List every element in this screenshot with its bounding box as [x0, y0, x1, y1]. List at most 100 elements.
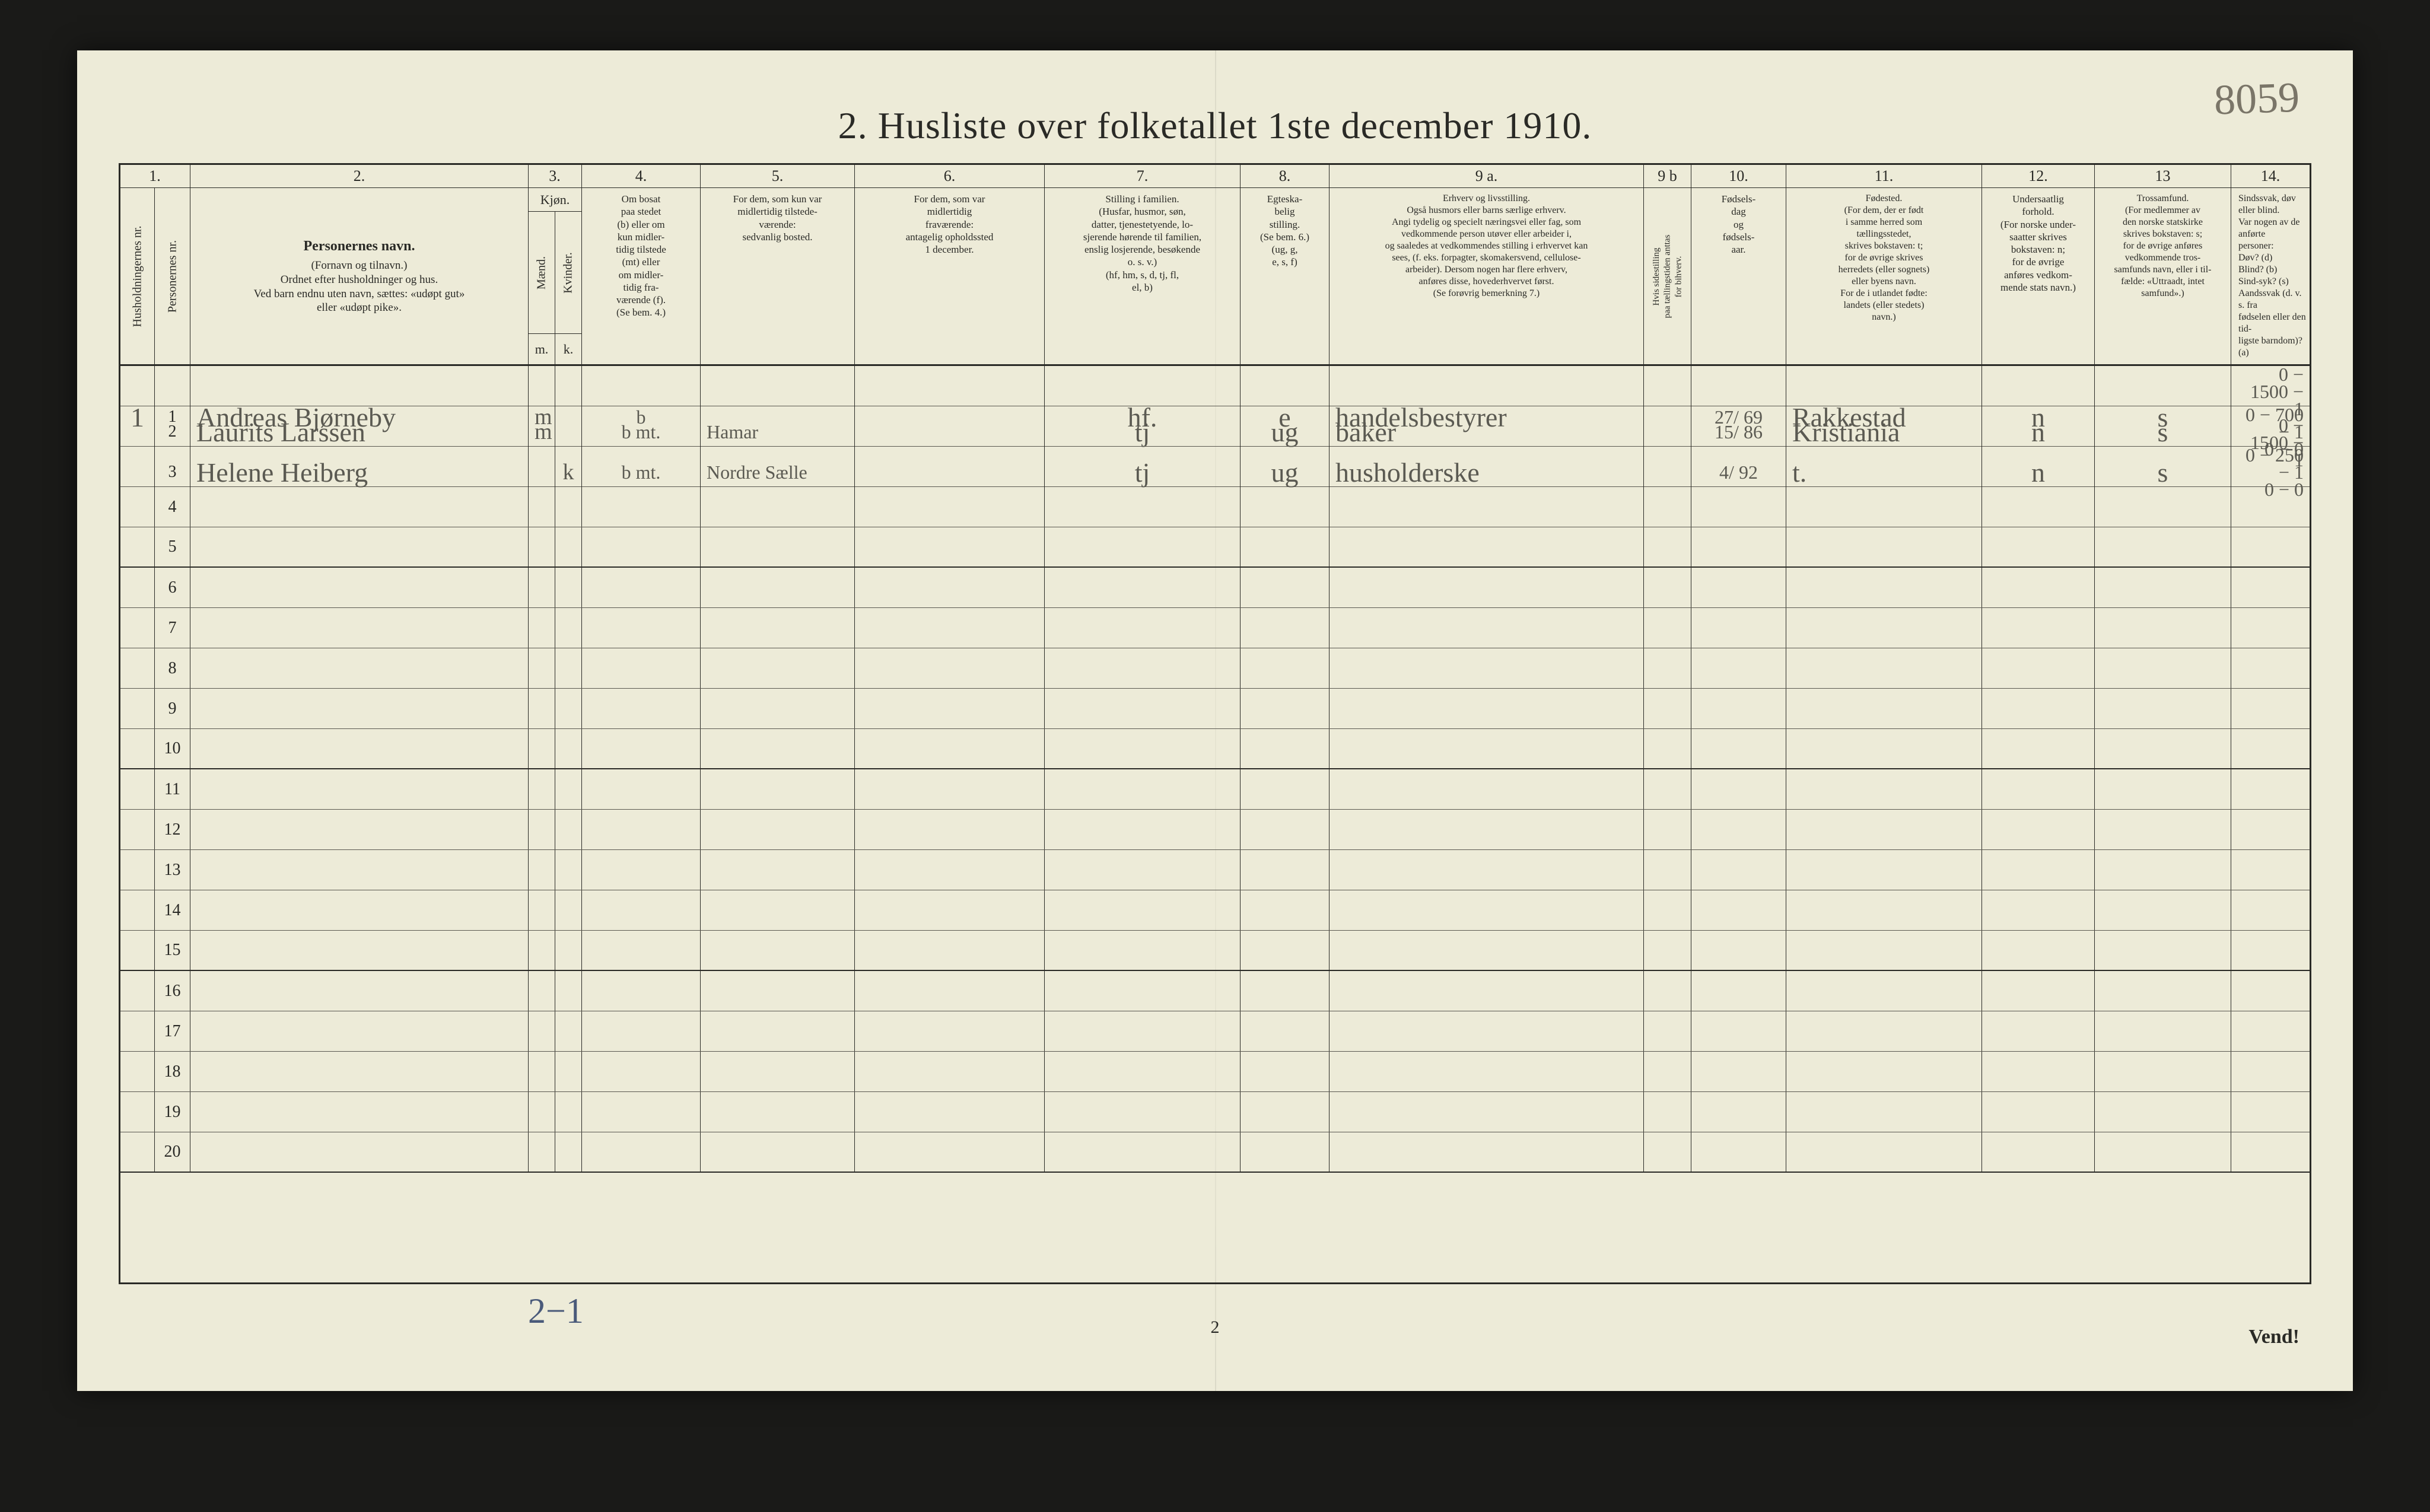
c8 — [1240, 1132, 1329, 1172]
c7 — [1044, 1052, 1240, 1091]
table-row: 20 — [119, 1132, 2311, 1173]
c13 — [2094, 1092, 2231, 1132]
c14 — [2231, 1052, 2311, 1091]
pers-nr: 11 — [154, 769, 190, 809]
c10 — [1691, 568, 1786, 607]
c8 — [1240, 608, 1329, 648]
c6 — [854, 1011, 1044, 1051]
c9a — [1329, 931, 1643, 970]
c14 — [2231, 568, 2311, 607]
c11 — [1786, 1011, 1981, 1051]
cell-value: s — [2095, 416, 2231, 448]
kjon-cell — [528, 890, 581, 930]
c9a — [1329, 648, 1643, 688]
hh-nr — [119, 527, 154, 566]
name-cell — [190, 648, 528, 688]
c9b — [1643, 810, 1691, 849]
kjon-cell — [528, 1132, 581, 1172]
hh-nr — [119, 608, 154, 648]
pers-nr: 10 — [154, 729, 190, 768]
c11 — [1786, 568, 1981, 607]
c7 — [1044, 487, 1240, 527]
kjon-cell — [528, 1052, 581, 1091]
table-row: 2Laurits Larssenmb mt.Hamartjugbaker15/ … — [119, 406, 2311, 447]
c6 — [854, 1132, 1044, 1172]
hdr-8: Egteska- belig stilling. (Se bem. 6.) (u… — [1240, 188, 1329, 364]
c7 — [1044, 527, 1240, 566]
hh-nr — [119, 487, 154, 527]
c4 — [581, 689, 700, 728]
hh-nr — [119, 850, 154, 890]
c11 — [1786, 608, 1981, 648]
hdr-5: For dem, som kun var midlertidig tilsted… — [700, 188, 854, 364]
footer-page-number: 2 — [1211, 1317, 1220, 1338]
colnum-14: 14. — [2231, 165, 2311, 187]
c13 — [2094, 689, 2231, 728]
c8 — [1240, 527, 1329, 566]
c13 — [2094, 527, 2231, 566]
c9a — [1329, 487, 1643, 527]
cell-value: ug — [1241, 457, 1329, 488]
column-number-row: 1. 2. 3. 4. 5. 6. 7. 8. 9 a. 9 b 10. 11.… — [119, 163, 2311, 188]
kjon-cell — [528, 850, 581, 890]
c7 — [1044, 729, 1240, 768]
c10 — [1691, 608, 1786, 648]
c6 — [854, 931, 1044, 970]
pers-nr: 15 — [154, 931, 190, 970]
cell-value: Hamar — [701, 421, 854, 443]
c12 — [1981, 971, 2094, 1011]
c4 — [581, 769, 700, 809]
c6 — [854, 689, 1044, 728]
c9a — [1329, 527, 1643, 566]
name-cell — [190, 1052, 528, 1091]
c10 — [1691, 769, 1786, 809]
hdr-7: Stilling i familien. (Husfar, husmor, sø… — [1044, 188, 1240, 364]
column-header-row: Husholdningernes nr. Personernes nr. Per… — [119, 188, 2311, 366]
c13 — [2094, 769, 2231, 809]
name-cell — [190, 568, 528, 607]
name-cell — [190, 527, 528, 566]
table-row: 11 — [119, 769, 2311, 810]
hdr-13: Trossamfund. (For medlemmer av den norsk… — [2094, 188, 2231, 364]
hh-nr — [119, 729, 154, 768]
name-cell — [190, 729, 528, 768]
cell-value: Laurits Larssen — [190, 416, 528, 448]
c6 — [854, 890, 1044, 930]
c9a — [1329, 810, 1643, 849]
c13 — [2094, 729, 2231, 768]
hdr-9a: Erhverv og livsstilling. Også husmors el… — [1329, 188, 1643, 364]
c9b — [1643, 850, 1691, 890]
colnum-3: 3. — [549, 167, 561, 185]
c9b — [1643, 1092, 1691, 1132]
c9a — [1329, 1132, 1643, 1172]
c14 — [2231, 890, 2311, 930]
c14 — [2231, 931, 2311, 970]
pers-nr: 8 — [154, 648, 190, 688]
hh-nr — [119, 689, 154, 728]
c10 — [1691, 487, 1786, 527]
name-cell — [190, 971, 528, 1011]
table-row: 14 — [119, 890, 2311, 931]
c9a — [1329, 568, 1643, 607]
c12 — [1981, 850, 2094, 890]
c13 — [2094, 971, 2231, 1011]
ledger-table: 1. 2. 3. 4. 5. 6. 7. 8. 9 a. 9 b 10. 11.… — [119, 163, 2311, 1284]
c5 — [700, 850, 854, 890]
c4 — [581, 1011, 700, 1051]
c6 — [854, 850, 1044, 890]
c13 — [2094, 1011, 2231, 1051]
cell-value: Kristiania — [1786, 416, 1981, 448]
c8 — [1240, 487, 1329, 527]
table-row: 16 — [119, 971, 2311, 1011]
c11 — [1786, 1132, 1981, 1172]
hdr-name-title: Personernes navn. — [194, 237, 524, 255]
hh-nr — [119, 1011, 154, 1051]
c14 — [2231, 648, 2311, 688]
c5 — [700, 729, 854, 768]
c10 — [1691, 527, 1786, 566]
c6 — [854, 487, 1044, 527]
c9a — [1329, 1052, 1643, 1091]
c14 — [2231, 769, 2311, 809]
c5 — [700, 971, 854, 1011]
c9a — [1329, 1092, 1643, 1132]
